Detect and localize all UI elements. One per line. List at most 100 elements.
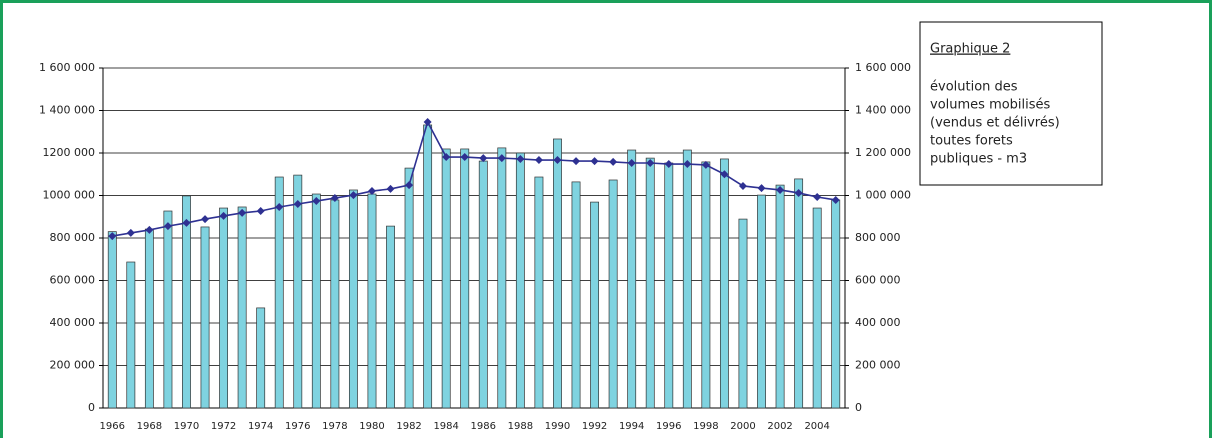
x-tick-label: 1966 [100, 421, 125, 432]
bar [571, 181, 581, 409]
bar [237, 206, 247, 409]
x-tick-label: 1982 [396, 421, 421, 432]
bar [460, 148, 470, 409]
line-marker [720, 170, 729, 179]
line-marker [831, 195, 840, 204]
bar [330, 199, 340, 409]
x-tick-label: 1992 [582, 421, 607, 432]
line-marker [219, 211, 228, 220]
y2-tick-label: 1 600 000 [855, 61, 911, 74]
line-marker [609, 157, 618, 166]
x-tick-label: 1976 [285, 421, 310, 432]
bar [144, 228, 154, 409]
bar [126, 261, 136, 409]
line-marker [701, 160, 710, 169]
line-marker [794, 188, 803, 197]
line-marker [293, 200, 302, 208]
bar [794, 178, 804, 409]
bar [423, 124, 433, 409]
x-tick-label: 1990 [545, 421, 570, 432]
y2-tick-label: 1 000 000 [855, 189, 911, 202]
bar [757, 194, 766, 409]
bar [200, 226, 210, 409]
y2-tick-label: 1 200 000 [855, 146, 911, 159]
line-marker [405, 181, 414, 190]
x-tick-label: 1986 [471, 421, 496, 432]
y-tick-label: 600 000 [50, 274, 96, 287]
bar [590, 201, 600, 409]
y2-tick-label: 1 400 000 [855, 104, 911, 117]
bar [534, 176, 544, 409]
y2-tick-label: 0 [855, 401, 862, 414]
line-marker [330, 194, 339, 203]
x-tick-label: 1988 [508, 421, 533, 432]
line-marker [813, 192, 822, 201]
y-tick-label: 0 [88, 401, 95, 414]
y-tick-label: 400 000 [50, 316, 96, 329]
bar [386, 225, 395, 409]
x-tick-label: 1994 [619, 421, 644, 432]
bar [812, 207, 822, 409]
x-tick-label: 1996 [656, 421, 681, 432]
line-marker [182, 218, 191, 227]
bar [719, 158, 729, 409]
x-tick-label: 1980 [359, 421, 384, 432]
bar [553, 138, 562, 409]
x-tick-label: 1968 [137, 421, 162, 432]
line-marker [386, 184, 395, 193]
y2-tick-label: 400 000 [855, 316, 901, 329]
bar [348, 189, 358, 409]
line-marker [460, 153, 469, 162]
note-line: volumes mobilisés [930, 98, 1051, 113]
line-marker [683, 160, 692, 169]
line-marker [497, 154, 506, 163]
line-marker [423, 117, 432, 126]
bar [515, 152, 525, 409]
y2-tick-label: 200 000 [855, 359, 901, 372]
line-marker [163, 222, 172, 231]
y2-tick-label: 800 000 [855, 231, 901, 244]
bar [497, 147, 507, 409]
bar [274, 176, 284, 409]
line-marker [553, 156, 562, 165]
note-line: publiques - m3 [930, 152, 1027, 167]
bar [664, 162, 674, 409]
line-marker [349, 191, 358, 200]
y-tick-label: 1 400 000 [39, 104, 95, 117]
x-tick-label: 2000 [730, 421, 755, 432]
bar [293, 174, 303, 409]
bar [627, 149, 637, 409]
bar [645, 157, 655, 409]
bar [682, 149, 692, 409]
y-tick-label: 1200 000 [43, 146, 96, 159]
line-marker [646, 158, 655, 167]
bar [701, 161, 711, 409]
line [112, 119, 836, 237]
x-tick-label: 2002 [767, 421, 792, 432]
line-marker [738, 181, 747, 190]
x-tick-label: 1974 [248, 421, 273, 432]
line-marker [238, 208, 247, 217]
y-tick-label: 800 000 [50, 231, 96, 244]
bar [367, 193, 377, 409]
line-marker [126, 228, 135, 237]
x-tick-label: 1978 [322, 421, 347, 432]
line-marker [201, 215, 210, 224]
line-marker [627, 158, 636, 167]
line-marker [108, 232, 117, 241]
note-title: Graphique 2 [930, 42, 1010, 57]
line-marker [664, 160, 673, 169]
chart: Graphique 2 évolution des volumes mobilis… [39, 21, 1103, 432]
line-marker [312, 197, 321, 206]
note-line: évolution des [930, 80, 1018, 95]
note-box [919, 21, 1103, 186]
bar [608, 179, 618, 409]
note-line: toutes forets [930, 134, 1013, 149]
y-tick-label: 1 600 000 [39, 61, 95, 74]
bar [738, 218, 748, 409]
line-marker [256, 207, 265, 216]
bar [182, 195, 191, 409]
bar [404, 167, 414, 409]
y-tick-label: 1000 000 [43, 189, 96, 202]
